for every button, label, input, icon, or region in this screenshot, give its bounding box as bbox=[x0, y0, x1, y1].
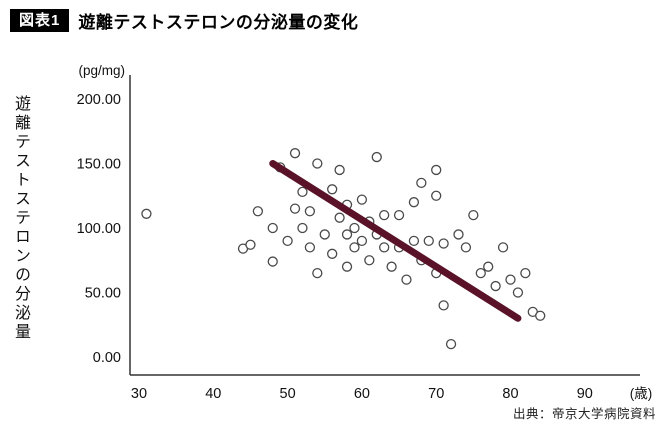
data-point bbox=[445, 338, 457, 350]
data-point bbox=[431, 164, 442, 176]
data-point bbox=[141, 208, 152, 219]
data-point bbox=[393, 209, 405, 221]
y-tick-label: 50.00 bbox=[85, 286, 121, 302]
data-point bbox=[267, 256, 278, 267]
data-point bbox=[327, 248, 338, 259]
data-point bbox=[304, 242, 316, 253]
data-point bbox=[304, 206, 316, 217]
data-point bbox=[297, 222, 308, 234]
y-tick-label: 200.00 bbox=[77, 92, 121, 108]
data-point bbox=[312, 158, 323, 169]
y-tick-label: 150.00 bbox=[77, 157, 121, 173]
data-point bbox=[423, 235, 434, 247]
data-point bbox=[386, 261, 397, 272]
figure-header: 図表1 遊離テストステロンの分泌量の変化 bbox=[10, 8, 358, 33]
data-point bbox=[520, 267, 531, 279]
trend-line bbox=[269, 160, 522, 322]
x-tick-label: 90 bbox=[577, 386, 593, 402]
data-point bbox=[334, 212, 345, 223]
data-point bbox=[349, 222, 360, 234]
data-point bbox=[312, 267, 323, 279]
data-point bbox=[453, 229, 464, 240]
data-point bbox=[297, 186, 308, 198]
x-tick-label: 40 bbox=[205, 386, 221, 402]
data-point bbox=[460, 242, 472, 253]
y-axis-title: 遊離テストステロンの分泌量 bbox=[12, 95, 29, 342]
x-unit-label: (歳) bbox=[630, 386, 653, 401]
data-point bbox=[535, 310, 546, 321]
x-tick-label: 30 bbox=[131, 386, 147, 402]
data-point bbox=[379, 209, 390, 221]
data-point bbox=[327, 184, 338, 195]
data-point bbox=[497, 242, 509, 253]
data-point bbox=[371, 151, 382, 163]
data-point bbox=[282, 235, 293, 247]
figure-number-badge: 図表1 bbox=[10, 8, 70, 33]
data-point bbox=[356, 235, 368, 247]
data-point bbox=[438, 238, 449, 249]
data-point bbox=[408, 235, 420, 247]
data-point bbox=[490, 280, 501, 292]
data-point bbox=[252, 206, 264, 217]
data-point bbox=[341, 261, 353, 272]
y-tick-label: 0.00 bbox=[93, 350, 121, 366]
data-point bbox=[364, 255, 375, 266]
data-point bbox=[267, 222, 278, 234]
data-point bbox=[401, 274, 412, 285]
x-tick-label: 50 bbox=[280, 386, 296, 402]
data-point bbox=[349, 242, 360, 253]
source-credit: 出典：帝京大学病院資料 bbox=[512, 407, 656, 421]
y-tick-label: 100.00 bbox=[77, 221, 121, 237]
data-point bbox=[431, 190, 442, 201]
x-tick-label: 60 bbox=[354, 386, 370, 402]
points-group bbox=[141, 148, 546, 350]
scatter-plot: 200.00 150.00 100.00 50.00 0.00 30 40 50 60 70 80 9… bbox=[77, 63, 653, 402]
data-point bbox=[512, 287, 524, 298]
data-point bbox=[483, 261, 494, 272]
data-point bbox=[379, 242, 390, 253]
x-tick-label: 80 bbox=[502, 386, 518, 402]
data-point bbox=[289, 148, 301, 159]
x-tick-label: 70 bbox=[428, 386, 444, 402]
data-point bbox=[356, 194, 368, 205]
data-point bbox=[319, 229, 330, 240]
figure-title: 遊離テストステロンの分泌量の変化 bbox=[78, 13, 359, 32]
data-point bbox=[334, 164, 345, 176]
data-point bbox=[416, 177, 427, 188]
data-point bbox=[475, 267, 486, 279]
data-point bbox=[408, 197, 420, 208]
data-point bbox=[341, 229, 353, 240]
data-point bbox=[505, 274, 516, 285]
data-point bbox=[468, 209, 479, 221]
data-point bbox=[289, 203, 301, 214]
y-unit-label: (pg/mg) bbox=[78, 63, 125, 78]
data-point bbox=[438, 300, 449, 311]
data-point bbox=[245, 239, 256, 250]
